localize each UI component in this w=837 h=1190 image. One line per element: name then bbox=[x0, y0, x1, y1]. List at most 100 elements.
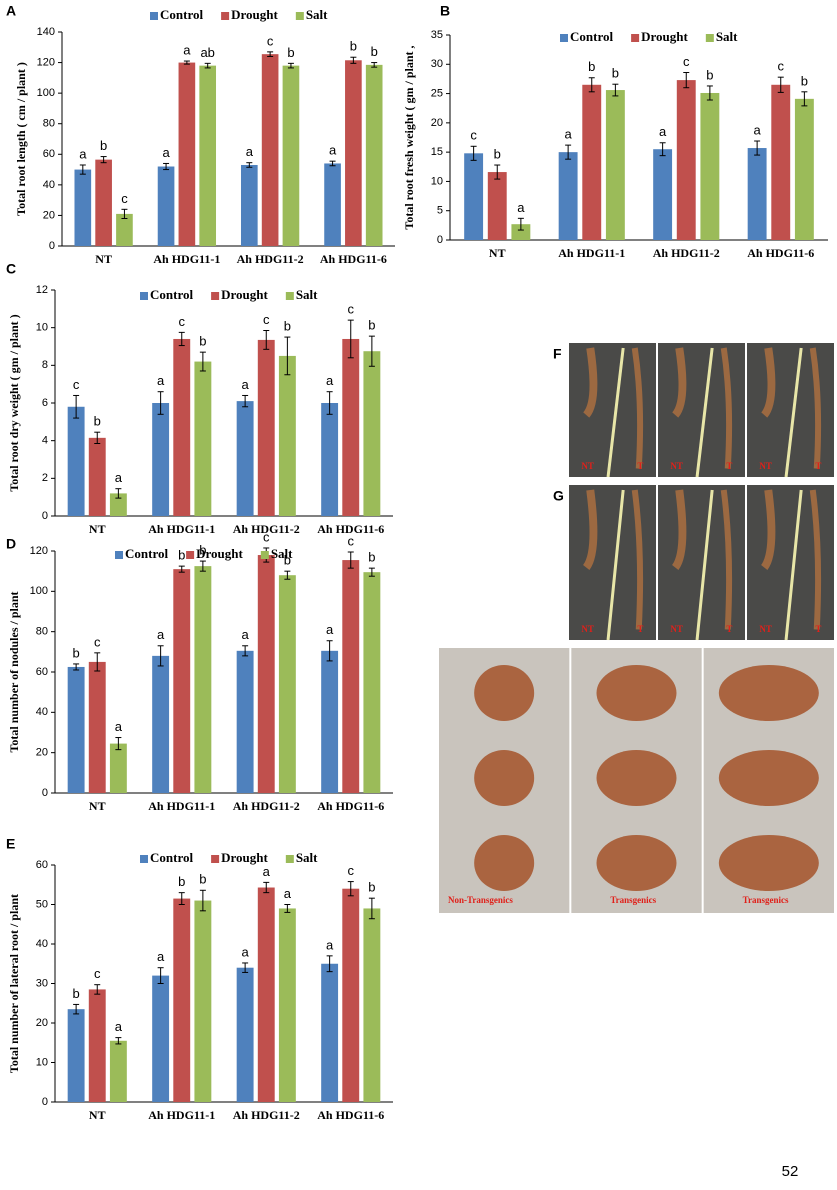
bar bbox=[157, 166, 175, 246]
bar bbox=[240, 164, 258, 246]
photo-label: NT bbox=[759, 461, 772, 471]
y-tick-label: 8 bbox=[42, 359, 48, 371]
significance-letter: a bbox=[157, 949, 165, 964]
bar bbox=[345, 60, 362, 247]
legend-label: Drought bbox=[641, 29, 688, 44]
bar bbox=[236, 967, 254, 1102]
y-tick-label: 0 bbox=[42, 1096, 48, 1108]
legend-label: Salt bbox=[306, 7, 328, 22]
error-bar bbox=[199, 889, 206, 912]
legend-label: Drought bbox=[221, 287, 268, 302]
y-tick-label: 40 bbox=[36, 938, 48, 950]
error-bar bbox=[246, 162, 253, 168]
photo-label: Non-Transgenics bbox=[448, 895, 513, 905]
bar bbox=[236, 401, 254, 516]
photo-label: T bbox=[815, 461, 821, 471]
error-bar bbox=[470, 145, 477, 161]
bar bbox=[771, 84, 791, 241]
roots bbox=[474, 665, 535, 721]
legend-label: Control bbox=[570, 29, 613, 44]
x-tick-label: Ah HDG11-1 bbox=[148, 799, 215, 813]
error-bar bbox=[79, 164, 86, 175]
roots bbox=[582, 489, 598, 570]
x-tick-label: Ah HDG11-6 bbox=[320, 252, 387, 266]
significance-letter: a bbox=[329, 143, 337, 158]
roots bbox=[474, 835, 535, 891]
significance-letter: a bbox=[115, 1019, 123, 1034]
error-bar bbox=[659, 142, 666, 157]
error-bar bbox=[368, 897, 375, 920]
bar bbox=[605, 90, 625, 240]
roots bbox=[596, 835, 677, 891]
bar bbox=[676, 80, 696, 240]
error-bar bbox=[284, 904, 291, 913]
significance-letter: a bbox=[246, 144, 254, 159]
photo-label: T bbox=[726, 461, 732, 471]
legend-label: Control bbox=[125, 546, 168, 561]
significance-letter: b bbox=[368, 318, 375, 333]
y-tick-label: 0 bbox=[437, 234, 443, 246]
y-tick-label: 35 bbox=[431, 29, 443, 41]
panel-label: F bbox=[553, 346, 562, 362]
bar bbox=[88, 989, 106, 1102]
legend-label: Control bbox=[150, 287, 193, 302]
panel-label: G bbox=[553, 488, 564, 504]
significance-letter: b bbox=[612, 66, 619, 81]
significance-letter: c bbox=[263, 529, 270, 544]
error-bar bbox=[242, 394, 249, 408]
significance-letter: a bbox=[157, 373, 165, 388]
legend-label: Salt bbox=[296, 850, 318, 865]
x-tick-label: Ah HDG11-2 bbox=[233, 522, 300, 536]
y-tick-label: 50 bbox=[36, 898, 48, 910]
y-tick-label: 4 bbox=[42, 435, 48, 447]
photo-label: NT bbox=[670, 624, 683, 634]
y-tick-label: 25 bbox=[431, 87, 443, 99]
error-bar bbox=[326, 391, 333, 415]
y-tick-label: 0 bbox=[49, 240, 55, 252]
bar bbox=[363, 908, 381, 1102]
significance-letter: b bbox=[94, 414, 101, 429]
y-tick-label: 10 bbox=[36, 322, 48, 334]
error-bar bbox=[329, 160, 336, 167]
significance-letter: a bbox=[79, 146, 87, 161]
bar bbox=[74, 169, 92, 246]
y-tick-label: 80 bbox=[36, 626, 48, 638]
legend-label: Salt bbox=[296, 287, 318, 302]
panel-label: A bbox=[6, 3, 16, 19]
significance-letter: a bbox=[242, 627, 250, 642]
y-tick-label: 40 bbox=[43, 179, 55, 191]
significance-letter: b bbox=[178, 874, 185, 889]
bar bbox=[653, 149, 673, 240]
significance-letter: c bbox=[121, 191, 128, 206]
legend-swatch bbox=[560, 34, 568, 42]
x-tick-label: Ah HDG11-2 bbox=[653, 246, 720, 260]
error-bar bbox=[754, 140, 761, 156]
y-tick-label: 30 bbox=[431, 58, 443, 70]
bar bbox=[342, 888, 360, 1102]
x-tick-label: NT bbox=[95, 252, 112, 266]
error-bar bbox=[612, 83, 619, 97]
x-tick-label: Ah HDG11-1 bbox=[153, 252, 220, 266]
legend-swatch bbox=[186, 551, 195, 559]
error-bar bbox=[801, 91, 808, 107]
error-bar bbox=[517, 217, 524, 231]
bar bbox=[278, 908, 296, 1102]
legend-label: Control bbox=[160, 7, 203, 22]
error-bar bbox=[777, 76, 784, 93]
error-bar bbox=[350, 56, 357, 64]
bar bbox=[464, 153, 484, 240]
bar bbox=[194, 566, 212, 793]
bar bbox=[173, 338, 191, 516]
error-bar bbox=[73, 663, 80, 671]
y-tick-label: 100 bbox=[37, 87, 55, 99]
legend-swatch bbox=[150, 12, 158, 20]
bar bbox=[194, 361, 212, 516]
significance-letter: a bbox=[565, 127, 573, 142]
error-bar bbox=[347, 881, 354, 897]
bar bbox=[95, 159, 112, 246]
y-tick-label: 6 bbox=[42, 397, 48, 409]
bar bbox=[794, 98, 814, 240]
error-bar bbox=[157, 645, 164, 667]
y-tick-label: 60 bbox=[36, 666, 48, 678]
significance-letter: a bbox=[326, 937, 334, 952]
